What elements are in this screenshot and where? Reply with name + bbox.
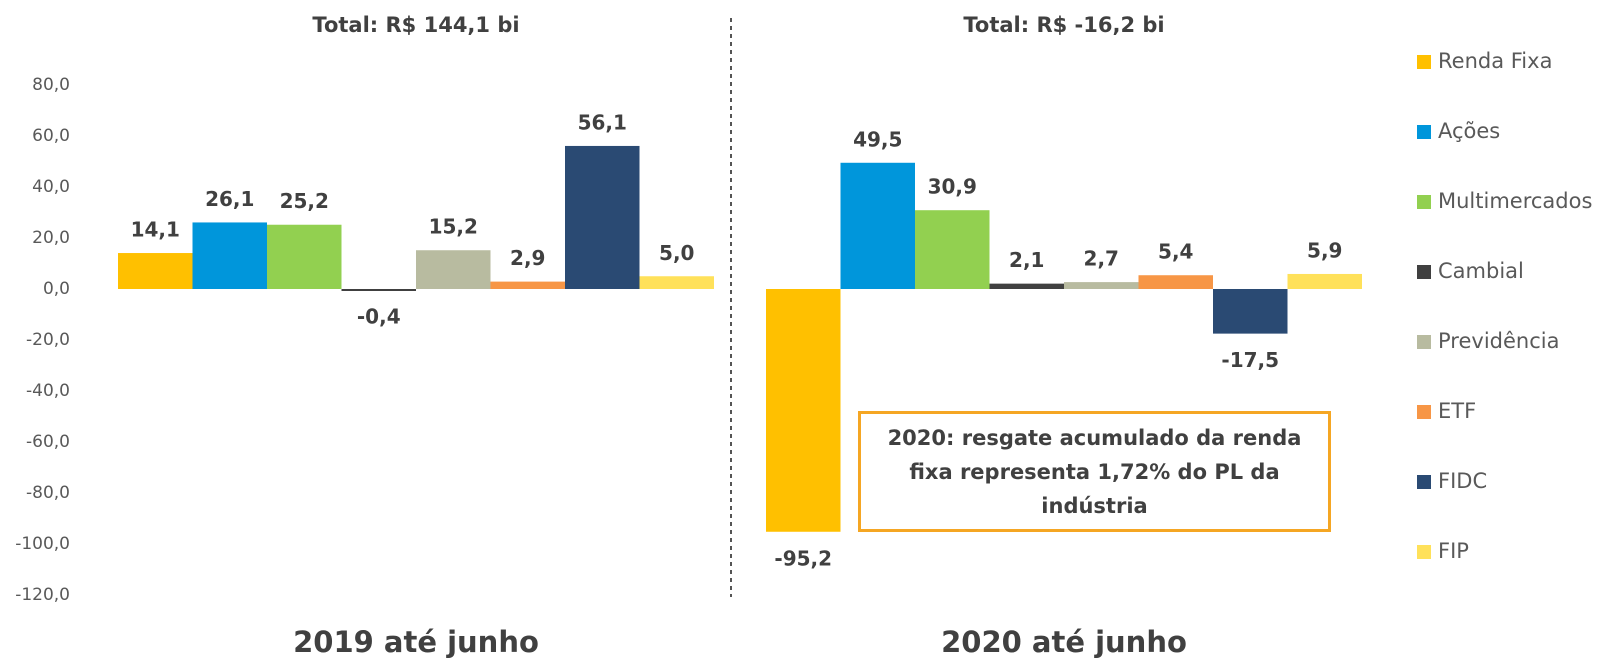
y-tick-label: -60,0 [26, 432, 70, 452]
value-label: -0,4 [357, 305, 401, 329]
value-label: 5,9 [1307, 238, 1342, 262]
legend-label: Cambial [1438, 259, 1524, 283]
value-label: -17,5 [1221, 348, 1279, 372]
group-title: Total: R$ -16,2 bi [963, 13, 1164, 37]
legend-label: Renda Fixa [1438, 49, 1552, 73]
legend-label: FIDC [1438, 469, 1487, 493]
bar [490, 281, 565, 289]
bar [118, 253, 193, 289]
bar [989, 283, 1064, 289]
group-title: Total: R$ 144,1 bi [312, 13, 519, 37]
bar [1213, 289, 1288, 334]
category-label: 2020 até junho [941, 625, 1187, 659]
value-label: 30,9 [928, 175, 977, 199]
legend-label: FIP [1438, 539, 1469, 563]
bar [915, 210, 990, 289]
y-tick-label: -80,0 [26, 483, 70, 503]
value-label: 15,2 [429, 215, 478, 239]
y-tick-label: 40,0 [32, 177, 70, 197]
legend-swatch [1417, 125, 1431, 139]
bar [639, 276, 714, 289]
legend-label: Ações [1438, 119, 1500, 143]
bar [1064, 282, 1139, 289]
y-tick-label: 60,0 [32, 126, 70, 146]
bar [192, 222, 267, 289]
value-label: 2,9 [510, 246, 545, 270]
category-label: 2019 até junho [293, 625, 539, 659]
legend-label: ETF [1438, 399, 1476, 423]
bar [1287, 273, 1362, 289]
value-label: 49,5 [853, 127, 902, 151]
bar [1138, 275, 1213, 289]
y-tick-label: 80,0 [32, 75, 70, 95]
y-tick-label: 20,0 [32, 228, 70, 248]
bar [565, 145, 640, 289]
value-label: 5,4 [1158, 240, 1193, 264]
value-label: -95,2 [774, 546, 832, 570]
bar [267, 224, 342, 289]
y-tick-label: -20,0 [26, 330, 70, 350]
bar [341, 289, 416, 291]
legend-label: Multimercados [1438, 189, 1592, 213]
value-label: 2,1 [1009, 248, 1044, 272]
legend-swatch [1417, 335, 1431, 349]
bar [416, 250, 491, 289]
y-tick-label: -40,0 [26, 381, 70, 401]
y-tick-label: -120,0 [15, 585, 70, 605]
y-tick-label: -100,0 [15, 534, 70, 554]
bar [766, 289, 841, 532]
value-label: 25,2 [280, 189, 329, 213]
value-label: 26,1 [205, 187, 254, 211]
y-tick-label: 0,0 [43, 279, 70, 299]
legend-swatch [1417, 475, 1431, 489]
legend-swatch [1417, 195, 1431, 209]
value-label: 14,1 [131, 218, 180, 242]
legend-swatch [1417, 405, 1431, 419]
legend-swatch [1417, 265, 1431, 279]
legend-swatch [1417, 545, 1431, 559]
legend-swatch [1417, 55, 1431, 69]
value-label: 56,1 [578, 110, 627, 134]
value-label: 5,0 [659, 241, 694, 265]
annotation: 2020: resgate acumulado da renda fixa re… [858, 411, 1331, 532]
legend-label: Previdência [1438, 329, 1559, 353]
value-label: 2,7 [1084, 247, 1119, 271]
bar [840, 162, 915, 289]
